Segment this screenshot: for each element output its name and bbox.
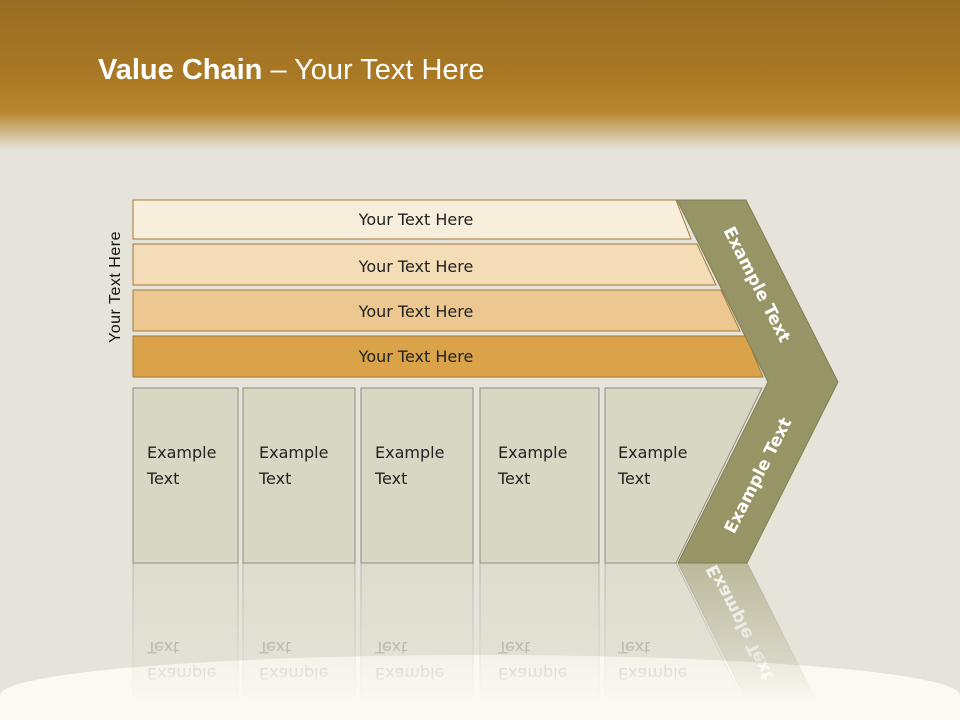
column-3-line1-reflection: Example <box>375 664 444 683</box>
column-2-line1: Example <box>259 443 328 462</box>
column-1-line1-reflection: Example <box>147 664 216 683</box>
column-4-line1-reflection: Example <box>498 664 567 683</box>
column-1-line2-reflection: Text <box>146 638 179 657</box>
column-4-line1: Example <box>498 443 567 462</box>
column-5-line1: Example <box>618 443 687 462</box>
column-5-line2-reflection: Text <box>617 638 650 657</box>
column-1-line1: Example <box>147 443 216 462</box>
column-3-line1: Example <box>375 443 444 462</box>
bar-4 <box>132 335 764 378</box>
column-3-reflection <box>360 562 474 701</box>
column-3 <box>360 387 474 564</box>
bar-3 <box>132 289 741 332</box>
column-4-line2: Text <box>497 469 530 488</box>
column-2-line2: Text <box>258 469 291 488</box>
column-4-reflection <box>479 562 600 701</box>
bar-2 <box>132 243 717 286</box>
column-2-line2-reflection: Text <box>258 638 291 657</box>
column-1-line2: Text <box>146 469 179 488</box>
column-1-reflection <box>132 562 239 701</box>
column-4-line2-reflection: Text <box>497 638 530 657</box>
chevron-reflection <box>677 562 817 701</box>
bar-1-label: Your Text Here <box>358 210 474 229</box>
column-3-line2: Text <box>374 469 407 488</box>
column-2-reflection <box>242 562 356 701</box>
column-5-line2: Text <box>617 469 650 488</box>
column-2 <box>242 387 356 564</box>
column-3-line2-reflection: Text <box>374 638 407 657</box>
bar-3-label: Your Text Here <box>358 302 474 321</box>
column-5-reflection <box>604 562 744 701</box>
bar-2-label: Your Text Here <box>358 257 474 276</box>
bar-4-label: Your Text Here <box>358 347 474 366</box>
bar-1 <box>132 199 692 240</box>
reflection: Example Text Example Text Example Text E… <box>132 561 817 701</box>
slide-title: Value Chain – Your Text Here <box>98 54 485 86</box>
column-4 <box>479 387 600 564</box>
header-band <box>0 0 960 150</box>
column-2-line1-reflection: Example <box>259 664 328 683</box>
column-5-line1-reflection: Example <box>618 664 687 683</box>
